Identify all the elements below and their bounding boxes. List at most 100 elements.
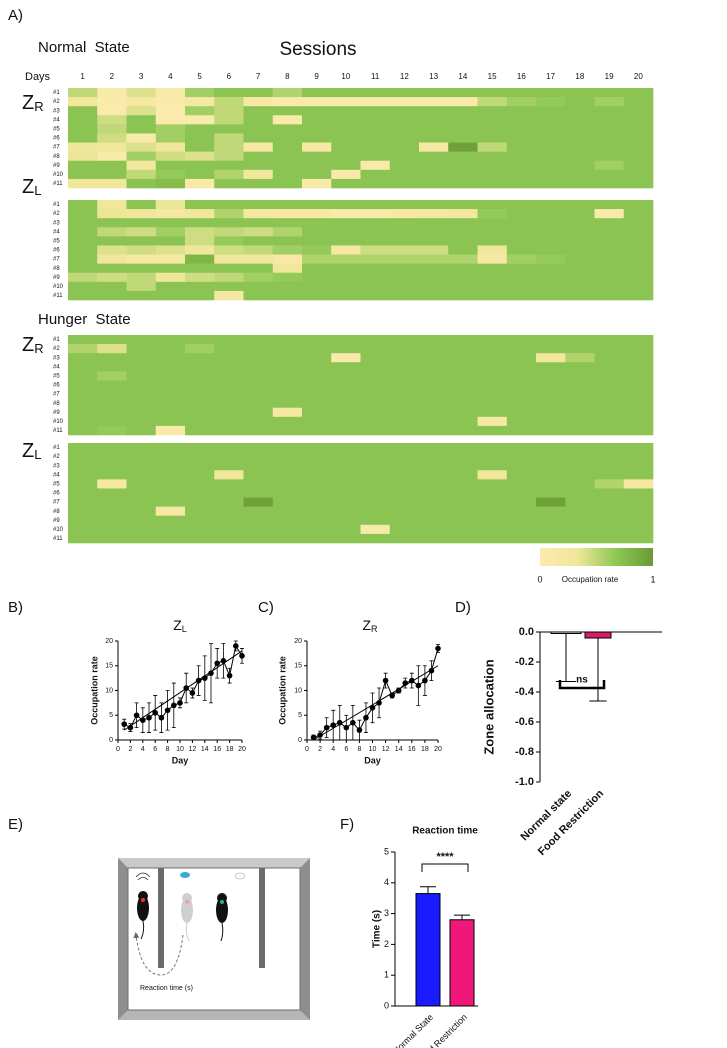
row-label: #11 (53, 536, 63, 542)
heatmap-cell (68, 380, 98, 390)
heatmap-cell (565, 371, 595, 381)
heatmap-cell (419, 362, 449, 372)
heatmap-cell (126, 389, 157, 399)
heatmap-cell (185, 335, 215, 345)
heatmap-cell (623, 142, 654, 152)
heatmap-cell (448, 389, 478, 399)
heatmap-cell (389, 443, 420, 453)
row-label: #7 (53, 500, 60, 506)
heatmap-cell (243, 443, 274, 453)
heatmap-cell (185, 209, 215, 219)
heatmap-cell (594, 425, 625, 436)
heatmap-cell (214, 533, 244, 544)
trend-line (123, 650, 243, 731)
heatmap-cell (126, 160, 157, 171)
heatmap-cell (536, 461, 566, 471)
heatmap-cell (506, 263, 537, 274)
heatmap-cell (331, 209, 361, 219)
heatmap-cell (419, 160, 449, 171)
heatmap-cell (302, 452, 332, 462)
heatmap-cell (155, 452, 186, 462)
heatmap-cell (272, 245, 303, 255)
heatmap-cell (389, 335, 420, 345)
heatmap-cell (155, 524, 186, 535)
heatmap-cell (448, 380, 478, 390)
heatmap-cell (331, 506, 361, 517)
data-point (146, 714, 152, 721)
heatmap-cell (360, 443, 391, 453)
cue-light (234, 872, 246, 880)
heatmap-cell (126, 470, 157, 480)
heatmap-cell (594, 416, 625, 427)
heatmap-cell (97, 398, 127, 409)
heatmap-cell (126, 106, 157, 116)
heatmap-cell (389, 362, 420, 372)
row-label: #3 (53, 220, 60, 226)
heatmap-cell (68, 452, 98, 462)
bar (449, 919, 475, 1007)
heatmap-cell (360, 416, 391, 427)
row-label: #9 (53, 163, 60, 169)
heatmap-cell (623, 407, 654, 418)
heatmap-cell (243, 425, 274, 436)
heatmap-cell (155, 200, 186, 210)
data-point (189, 690, 196, 696)
heatmap-cell (331, 178, 361, 189)
row-label: #2 (53, 211, 60, 217)
heatmap-cell (389, 389, 420, 399)
heatmap-cell (506, 151, 537, 162)
day-label: 12 (400, 72, 409, 81)
heatmap-cell (565, 218, 595, 228)
heatmap-cell (155, 407, 186, 418)
heatmap-cell (477, 124, 508, 134)
heatmap-cell (302, 425, 332, 436)
heatmap-cell (68, 533, 98, 544)
heatmap-cell (360, 142, 391, 152)
heatmap-cell (302, 272, 332, 283)
heatmap-cell (272, 506, 303, 517)
heatmap-cell (565, 272, 595, 283)
heatmap-cell (477, 425, 508, 436)
heatmap-cell (389, 236, 420, 246)
heatmap-cell (214, 124, 244, 134)
heatmap-cell (214, 389, 244, 399)
colorbar-min: 0 (537, 574, 542, 584)
heatmap-cell (68, 227, 98, 237)
row-label: #4 (53, 364, 60, 370)
x-tick-label: 18 (421, 746, 429, 753)
heatmap-cell (477, 497, 508, 507)
heatmap-cell (272, 362, 303, 372)
y-tick-label: 2 (384, 939, 389, 949)
heatmap-cell (536, 407, 566, 418)
day-label: 11 (371, 72, 380, 81)
heatmap-cell (68, 169, 98, 180)
day-label: 2 (110, 72, 115, 81)
heatmap-cell (477, 281, 508, 292)
y-tick-label: -0.2 (515, 656, 534, 668)
heatmap-cell (360, 497, 391, 507)
heatmap-cell (536, 488, 566, 498)
mouse (138, 891, 148, 901)
data-point (389, 692, 395, 699)
heatmap-cell (331, 380, 361, 390)
heatmap-cell (594, 263, 625, 274)
heatmap-cell (272, 461, 303, 471)
heatmap-cell (565, 398, 595, 409)
heatmap-cell (185, 488, 215, 498)
heatmap-cell (536, 209, 566, 219)
data-point (317, 732, 323, 738)
heatmap-cell (360, 488, 391, 498)
heatmap-cell (389, 178, 420, 189)
heatmap-cell (155, 389, 186, 399)
x-tick-label: 0 (116, 746, 120, 753)
heatmap-cell (419, 479, 449, 489)
heatmap-cell (477, 515, 508, 526)
row-label: #4 (53, 229, 60, 235)
heatmap-cell (126, 88, 157, 98)
heatmap-cell (97, 88, 127, 98)
x-tick-label: 20 (434, 746, 442, 753)
heatmap-cell (155, 470, 186, 480)
heatmap-cell (506, 169, 537, 180)
heatmap-cell (419, 416, 449, 427)
